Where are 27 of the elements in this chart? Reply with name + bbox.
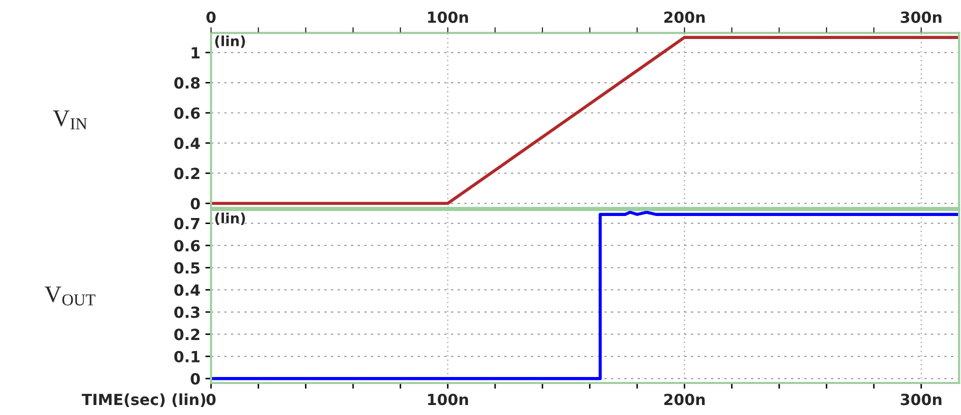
x-tick-label: 0 xyxy=(206,394,216,406)
y-axis-title: V$_{OUT}$ xyxy=(44,286,96,306)
x-axis-title: TIME(sec) (lin) xyxy=(82,393,206,408)
y-tick-label: 0.4 xyxy=(174,284,200,296)
x-tick-label: 300n xyxy=(900,394,942,406)
x2-tick-label: 200n xyxy=(664,11,705,24)
y-tick-label: 0.8 xyxy=(174,77,200,89)
annotation: (lin) xyxy=(215,36,245,48)
y-tick-label: 0.1 xyxy=(174,350,200,362)
x2-tick-label: 100n xyxy=(428,11,468,24)
y-axis-title: V$_{IN}$ xyxy=(52,110,87,130)
x2-tick-label: 300n xyxy=(900,11,942,24)
y-tick-label: 0.5 xyxy=(174,262,200,274)
annotation: (lin) xyxy=(215,212,245,225)
y-tick-label: 0.6 xyxy=(174,240,200,252)
y-tick-label: 0.2 xyxy=(174,168,200,180)
y-tick-label: 0.3 xyxy=(174,306,200,318)
y-tick-label: 1 xyxy=(192,47,200,58)
y-tick-label: 0 xyxy=(190,373,200,385)
x2-tick-label: 0 xyxy=(206,11,216,24)
y-tick-label: 0.2 xyxy=(174,328,200,340)
y-tick-label: 0 xyxy=(190,198,200,210)
x-tick-label: 200n xyxy=(664,394,705,406)
y-tick-label: 0.4 xyxy=(174,138,200,150)
y-tick-label: 0.7 xyxy=(174,218,200,230)
y-tick-label: 0.6 xyxy=(174,107,200,119)
x-tick-label: 100n xyxy=(428,394,468,406)
